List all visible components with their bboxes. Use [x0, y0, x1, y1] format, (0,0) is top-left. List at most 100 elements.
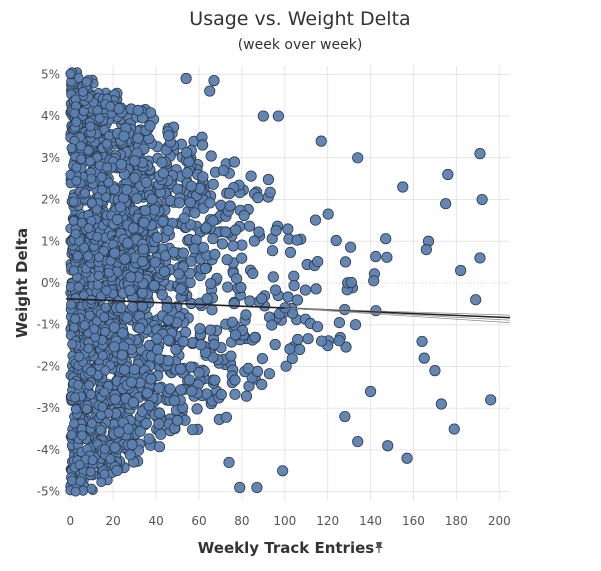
x-tick-label: 40	[148, 514, 163, 528]
data-point	[76, 154, 87, 165]
data-point	[216, 238, 228, 250]
data-point	[136, 287, 149, 299]
data-point	[131, 192, 143, 204]
data-point	[162, 334, 175, 346]
data-point	[173, 268, 185, 280]
data-point	[117, 327, 129, 339]
data-point	[86, 366, 97, 377]
data-point	[81, 403, 92, 414]
data-point	[75, 141, 86, 152]
y-axis-title: Weight Delta	[13, 228, 31, 338]
data-point	[127, 222, 139, 234]
x-tick-label: 80	[234, 514, 249, 528]
data-point	[416, 335, 428, 348]
data-point	[208, 338, 220, 351]
data-point	[266, 245, 279, 257]
data-point	[229, 374, 241, 386]
data-point	[206, 304, 218, 316]
data-point	[149, 256, 161, 268]
data-point	[266, 319, 278, 331]
data-point	[70, 313, 81, 324]
data-point	[73, 73, 84, 84]
data-point	[207, 215, 219, 227]
data-point	[71, 162, 82, 173]
data-point	[209, 248, 221, 260]
data-point	[158, 265, 171, 278]
data-point	[229, 388, 241, 400]
data-point	[85, 121, 96, 132]
data-point	[99, 469, 110, 480]
data-point	[370, 250, 382, 263]
data-point	[209, 374, 221, 386]
data-point	[99, 312, 110, 323]
data-point	[269, 284, 282, 296]
data-point	[181, 167, 193, 179]
chart-subtitle: (week over week)	[238, 37, 363, 53]
data-point	[86, 483, 97, 494]
pin-icon[interactable]	[375, 542, 383, 553]
y-tick-label: -3%	[37, 401, 60, 415]
data-point	[240, 390, 253, 402]
data-point	[76, 217, 87, 228]
data-point	[86, 418, 97, 429]
data-point	[215, 388, 227, 401]
data-point	[95, 424, 106, 435]
data-point	[153, 382, 165, 394]
data-point	[151, 232, 163, 244]
data-point	[231, 273, 243, 285]
data-point	[429, 365, 441, 377]
data-point	[103, 177, 114, 188]
data-point	[181, 147, 193, 159]
data-point	[73, 281, 84, 292]
y-tick-label: -1%	[37, 318, 60, 332]
data-point	[229, 329, 242, 341]
data-point	[118, 130, 130, 142]
data-point	[204, 197, 216, 209]
confidence-band-line-0	[284, 307, 511, 324]
data-point	[180, 72, 192, 85]
data-point	[139, 205, 151, 217]
x-tick-labels: 0 20 40 60 80 100 120 140 160 180 200	[66, 514, 510, 528]
data-point	[227, 240, 239, 252]
data-point	[69, 418, 80, 429]
data-point	[184, 196, 196, 209]
data-point	[330, 234, 342, 247]
data-point	[234, 481, 246, 494]
data-point	[145, 373, 157, 385]
data-point	[70, 486, 81, 497]
data-point	[105, 453, 116, 464]
data-point	[244, 220, 256, 232]
data-point	[127, 301, 139, 313]
data-point	[223, 187, 236, 199]
data-point	[126, 438, 138, 451]
y-tick-label: -2%	[37, 359, 60, 373]
data-point	[177, 335, 189, 348]
data-point	[344, 241, 357, 253]
data-point	[309, 214, 322, 226]
data-point	[105, 101, 116, 112]
data-point	[286, 352, 298, 365]
data-point	[292, 333, 304, 346]
x-tick-label: 140	[359, 514, 382, 528]
data-point	[125, 271, 137, 283]
data-point	[220, 411, 232, 423]
data-point	[226, 316, 238, 328]
data-point	[87, 455, 98, 466]
y-tick-label: -4%	[37, 443, 60, 457]
data-point	[66, 142, 77, 153]
data-point	[127, 396, 139, 408]
data-point	[83, 251, 94, 262]
data-point	[205, 277, 217, 290]
data-point	[284, 246, 297, 258]
confidence-band-line-2	[284, 307, 511, 316]
data-point	[253, 226, 265, 238]
data-point	[352, 435, 364, 448]
data-point	[157, 215, 169, 227]
data-point	[115, 301, 127, 314]
data-point	[175, 283, 187, 295]
data-point	[113, 103, 125, 115]
data-point	[156, 289, 168, 301]
x-tick-label: 160	[402, 514, 425, 528]
data-point	[157, 167, 169, 179]
data-point	[310, 283, 322, 295]
